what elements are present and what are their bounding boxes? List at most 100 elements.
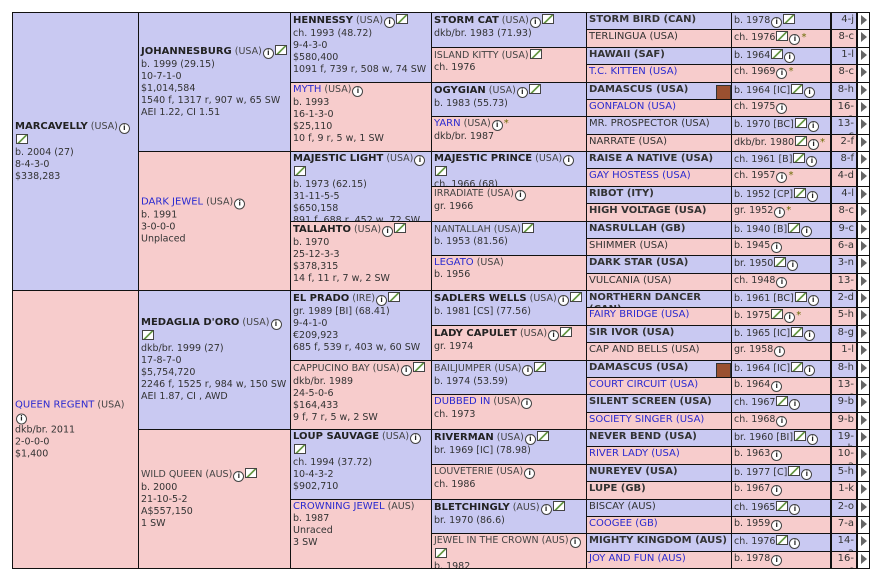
info-icon[interactable]: i	[808, 138, 820, 150]
pedigree-cell-gen4[interactable]: LEGATO (USA) b. 1956	[431, 255, 587, 291]
horse-name[interactable]: YARN	[434, 118, 461, 130]
ancestor-info-cell[interactable]: b. 1963 i	[731, 446, 831, 465]
info-icon[interactable]: i	[771, 241, 783, 253]
ancestor-info-cell[interactable]: ch. 1967 i	[731, 394, 831, 413]
photo-icon[interactable]	[795, 135, 808, 146]
horse-name[interactable]: CAPPUCINO BAY	[293, 362, 370, 374]
horse-name[interactable]: STORM CAT	[434, 15, 499, 26]
expand-arrow[interactable]	[857, 342, 870, 361]
expand-arrow[interactable]	[857, 272, 870, 291]
expand-arrow[interactable]	[857, 12, 870, 31]
pedigree-cell-gen4[interactable]: BAILJUMPER (USA) i b. 1974 (53.59)	[431, 359, 587, 396]
horse-name[interactable]: BAILJUMPER	[434, 362, 492, 374]
ancestor-name-cell[interactable]: STORM BIRD (CAN)	[586, 12, 732, 31]
info-icon[interactable]: i	[410, 433, 422, 444]
chevron-right-icon[interactable]	[860, 101, 867, 112]
expand-arrow[interactable]	[857, 220, 870, 239]
chevron-right-icon[interactable]	[860, 32, 867, 43]
photo-icon[interactable]	[529, 48, 542, 59]
expand-arrow[interactable]	[857, 237, 870, 257]
ancestor-name-cell[interactable]: GAY HOSTESS (USA)	[586, 168, 732, 187]
expand-arrow[interactable]	[857, 463, 870, 483]
ancestor-info-cell[interactable]: b. 1959 i	[731, 515, 831, 535]
horse-name[interactable]: NANTALLAH	[434, 223, 491, 235]
pedigree-cell-gen1[interactable]: MARCAVELLY (USA) i b. 2004 (27) 8-4-3-0 $338,…	[12, 12, 139, 291]
photo-icon[interactable]	[541, 14, 554, 24]
horse-name[interactable]: LOUVETERIE	[434, 465, 494, 477]
expand-arrow[interactable]	[857, 411, 870, 430]
horse-name[interactable]: DARK JEWEL	[141, 196, 204, 208]
info-icon[interactable]: i	[234, 198, 246, 210]
pedigree-cell-gen4[interactable]: MAJESTIC PRINCE (USA) i ch. 1966 (68)	[431, 151, 587, 187]
pedigree-cell-gen2[interactable]: MEDAGLIA D'ORO (USA) i dkb/br. 1999 (27) 17-…	[138, 290, 291, 430]
photo-icon[interactable]	[294, 166, 306, 176]
photo-icon[interactable]	[771, 309, 784, 320]
ancestor-name-cell[interactable]: VULCANIA (USA)	[586, 272, 732, 291]
info-icon[interactable]: i	[262, 48, 274, 59]
photo-icon[interactable]	[569, 292, 582, 302]
ancestor-name[interactable]: NARRATE (USA)	[589, 135, 667, 147]
horse-name[interactable]: CROWNING JEWEL	[293, 500, 385, 512]
info-icon[interactable]: i	[776, 172, 788, 184]
ancestor-name[interactable]: COURT CIRCUIT (USA)	[589, 378, 699, 390]
horse-name[interactable]: TALLAHTO	[293, 223, 351, 235]
horse-name[interactable]: BLETCHINGLY	[434, 501, 510, 513]
chevron-right-icon[interactable]	[860, 275, 867, 286]
ancestor-name-cell[interactable]: BISCAY (AUS)	[586, 498, 732, 517]
ancestor-name[interactable]: MIGHTY KINGDOM (AUS)	[589, 535, 727, 547]
info-icon[interactable]: i	[376, 295, 388, 306]
ancestor-info-cell[interactable]: ch. 1961 [B] i	[731, 151, 831, 170]
ancestor-name[interactable]: NASRULLAH (GB)	[589, 222, 686, 234]
info-icon[interactable]: i	[400, 364, 412, 376]
photo-icon[interactable]	[794, 292, 807, 302]
ancestor-name[interactable]: BISCAY (AUS)	[589, 500, 656, 512]
expand-arrow[interactable]	[857, 533, 870, 552]
pedigree-cell-gen4[interactable]: LOUVETERIE (USA) i ch. 1986	[431, 463, 587, 500]
chevron-right-icon[interactable]	[860, 84, 867, 95]
info-icon[interactable]: i	[771, 380, 783, 392]
expand-arrow[interactable]	[857, 116, 870, 135]
horse-name[interactable]: HENNESSY	[293, 15, 353, 26]
ancestor-name-cell[interactable]: SOCIETY SINGER (USA)	[586, 411, 732, 430]
info-icon[interactable]: i	[524, 467, 536, 479]
ancestor-name[interactable]: HAWAII (SAF)	[589, 48, 665, 60]
ancestor-name[interactable]: VULCANIA (USA)	[589, 274, 672, 286]
horse-name[interactable]: DUBBED IN	[434, 396, 491, 408]
chevron-right-icon[interactable]	[860, 258, 867, 269]
photo-icon[interactable]	[521, 222, 534, 233]
ancestor-info-cell[interactable]: ch. 1976 i *	[731, 29, 831, 48]
info-icon[interactable]: i	[784, 312, 796, 324]
expand-arrow[interactable]	[857, 394, 870, 413]
pedigree-cell-gen4[interactable]: NANTALLAH (USA) b. 1953 (81.56)	[431, 220, 587, 257]
expand-arrow[interactable]	[857, 515, 870, 535]
photo-icon[interactable]	[791, 83, 804, 94]
horse-name[interactable]: LOUP SAUVAGE	[293, 431, 380, 442]
photo-icon[interactable]	[771, 48, 784, 59]
expand-arrow[interactable]	[857, 324, 870, 344]
expand-arrow[interactable]	[857, 550, 870, 569]
ancestor-name-cell[interactable]: HAWAII (SAF)	[586, 46, 732, 66]
info-icon[interactable]: i	[787, 260, 799, 272]
photo-icon[interactable]	[560, 326, 573, 337]
expand-arrow[interactable]	[857, 133, 870, 152]
ancestor-name[interactable]: RIVER LADY (USA)	[589, 448, 680, 460]
ancestor-name-cell[interactable]: MIGHTY KINGDOM (AUS)	[586, 533, 732, 552]
chevron-right-icon[interactable]	[860, 154, 867, 164]
pedigree-cell-gen2[interactable]: JOHANNESBURG (USA) i b. 1999 (29.15) 10-7-1-…	[138, 12, 291, 152]
info-icon[interactable]: i	[16, 413, 27, 424]
ancestor-name-cell[interactable]: NORTHERN DANCER (CAN)	[586, 290, 732, 309]
pedigree-cell-gen4[interactable]: IRRADIATE (USA) i gr. 1966	[431, 185, 587, 222]
horse-name[interactable]: MARCAVELLY	[15, 120, 88, 132]
ancestor-name[interactable]: GAY HOSTESS (USA)	[589, 170, 691, 182]
ancestor-info-cell[interactable]: b. 1977 [C] i	[731, 463, 831, 483]
chevron-right-icon[interactable]	[860, 293, 867, 303]
photo-icon[interactable]	[794, 118, 807, 129]
ancestor-info-cell[interactable]: gr. 1958 i	[731, 342, 831, 361]
pedigree-cell-gen3[interactable]: EL PRADO (IRE) i gr. 1989 [BI] (68.41) 9-4-1…	[290, 290, 432, 361]
ancestor-name[interactable]: SIR IVOR (USA)	[589, 326, 675, 338]
ancestor-name-cell[interactable]: T.C. KITTEN (USA)	[586, 64, 732, 83]
photo-icon[interactable]	[788, 222, 801, 233]
ancestor-name-cell[interactable]: JOY AND FUN (AUS)	[586, 550, 732, 569]
info-icon[interactable]: i	[771, 17, 783, 28]
expand-arrow[interactable]	[857, 168, 870, 187]
